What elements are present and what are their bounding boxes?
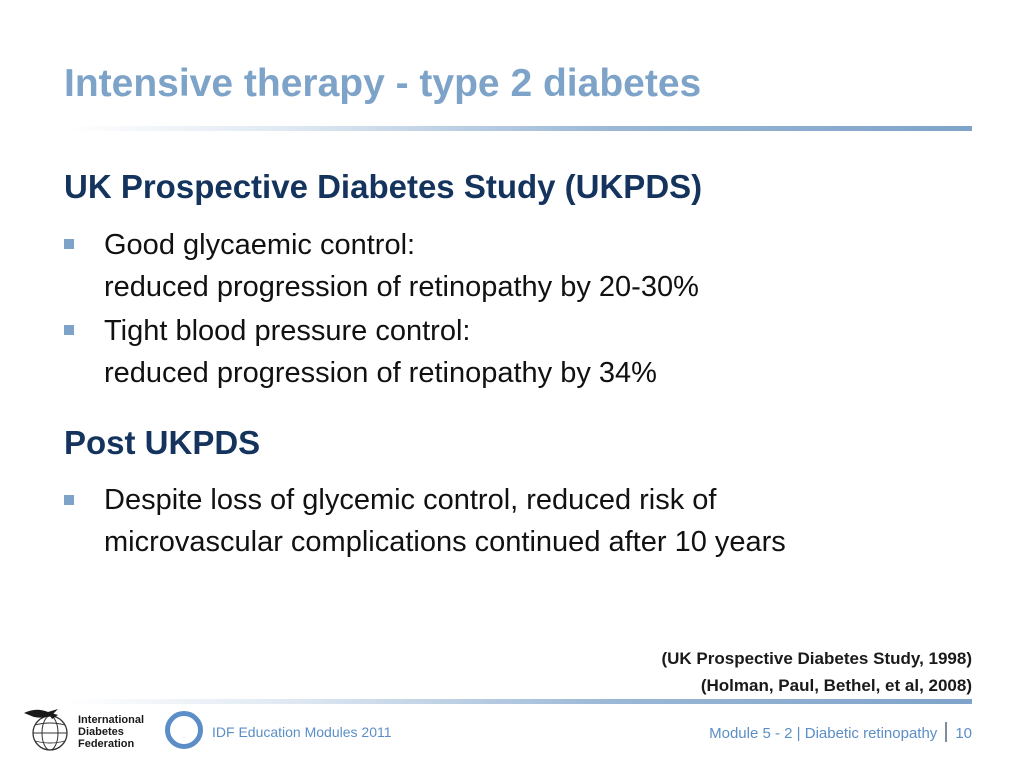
bullet-line: microvascular complications continued af… [104,526,786,558]
logo-line: Federation [78,738,135,750]
logo-line: International [78,714,145,726]
bullet-line: Despite loss of glycemic control, reduce… [104,484,717,516]
bullet-post-ukpds: Despite loss of glycemic control, reduce… [104,479,964,563]
square-bullet-icon [64,495,74,505]
bullet-line: reduced progression of retinopathy by 20… [104,271,699,303]
logo-line: Diabetes [78,726,124,738]
page-number: 10 [955,725,972,742]
idf-logo-icon [24,709,68,751]
section-heading-post-ukpds: Post UKPDS [64,424,261,461]
idf-logo-text: International Diabetes Federation [78,714,144,750]
footer-divider [64,699,972,704]
reference-ukpds-1998: (UK Prospective Diabetes Study, 1998) [661,649,972,668]
footer-separator [945,722,948,742]
blue-ring-icon [165,711,203,749]
bullet-glycaemic-control: Good glycaemic control: reduced progress… [104,224,964,308]
module-title: Module 5 - 2 | Diabetic retinopathy [709,725,938,742]
title-divider [64,126,972,131]
reference-holman-2008: (Holman, Paul, Bethel, et al, 2008) [700,676,972,695]
slide-title: Intensive therapy - type 2 diabetes [64,62,702,105]
footer-module-info: Module 5 - 2 | Diabetic retinopathy 10 [709,722,972,742]
bullet-blood-pressure: Tight blood pressure control: reduced pr… [104,310,964,394]
references: (UK Prospective Diabetes Study, 1998) (H… [661,645,972,699]
footer-modules-label: IDF Education Modules 2011 [212,724,392,740]
bullet-line: Tight blood pressure control: [104,315,471,347]
square-bullet-icon [64,239,74,249]
section-heading-ukpds: UK Prospective Diabetes Study (UKPDS) [64,168,703,205]
bullet-line: Good glycaemic control: [104,229,416,261]
square-bullet-icon [64,325,74,335]
bullet-line: reduced progression of retinopathy by 34… [104,357,657,389]
